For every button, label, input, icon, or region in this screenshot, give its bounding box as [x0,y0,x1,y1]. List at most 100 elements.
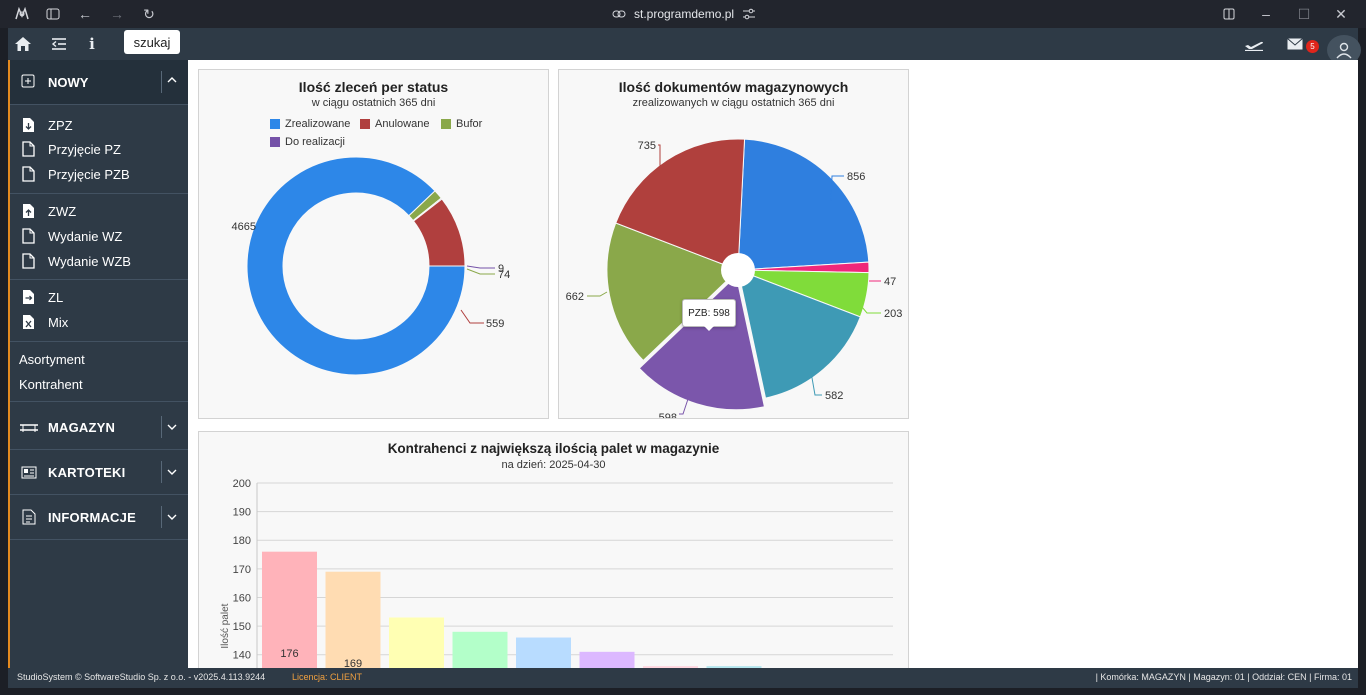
chart-subtitle: zrealizowanych w ciągu ostatnich 365 dni [632,97,835,109]
mail-icon[interactable] [1284,34,1306,54]
document-icon [20,166,36,182]
site-settings-icon[interactable] [742,8,756,20]
documents-pie-chart: 856 47 203 582 598 662 735 [566,138,902,418]
reload-icon[interactable]: ↻ [143,5,155,22]
divider [10,494,188,495]
chart-title: Kontrahenci z największą ilością palet w… [387,441,720,456]
doc-upload-icon [20,203,36,219]
info-icon[interactable]: i [89,35,95,53]
sidebar-item-wydanie-wz[interactable]: Wydanie WZ [20,225,122,247]
y-tick-label: 190 [233,507,251,519]
donut-slice-anulowane[interactable] [412,198,466,267]
sidebar-item-label: Wydanie WZ [48,228,123,244]
status-chart-card: Ilość zleceń per status w ciągu ostatnic… [198,69,549,419]
bar[interactable] [389,617,444,677]
divider [161,506,162,528]
slice-value-label: 74 [498,269,510,281]
donut-slice-zrealizowane[interactable] [246,156,466,376]
address-bar[interactable]: st.programdemo.pl [612,5,756,23]
slice-value-label: 559 [486,318,504,330]
y-axis-label: Ilość palet [220,603,231,648]
search-button[interactable]: szukaj [124,30,180,54]
divider [161,416,162,438]
status-bar: StudioSystem © SoftwareStudio Sp. z o.o.… [8,668,1358,688]
sidebar-section-kartoteki[interactable]: KARTOTEKI [10,450,188,494]
sidebar-item-zwz[interactable]: ZWZ [20,200,76,222]
chevron-down-icon[interactable] [164,464,180,480]
sidebar-toggle-icon[interactable] [43,4,63,24]
legend-item[interactable]: Zrealizowane [270,118,350,130]
collapse-menu-icon[interactable] [48,34,70,54]
sidebar-item-asortyment[interactable]: Asortyment [19,351,85,367]
slice-value-label: 582 [825,390,843,402]
close-icon[interactable]: ✕ [1335,5,1347,22]
app-header: i szukaj 5 [8,28,1361,65]
browser-logo-icon[interactable] [12,4,32,24]
bar[interactable] [325,571,381,677]
back-icon[interactable]: ← [78,6,92,22]
sidebar-item-przyjęcie-pzb[interactable]: Przyjęcie PZB [20,163,130,185]
divider [10,193,188,194]
legend-label: Do realizacji [285,136,345,148]
url-text: st.programdemo.pl [634,7,735,21]
legend-item[interactable]: Do realizacji [270,136,345,148]
sidebar-item-zl[interactable]: ZL [20,286,63,308]
sidebar-item-kontrahent[interactable]: Kontrahent [19,376,83,392]
context-info-text: | Komórka: MAGAZYN | Magazyn: 01 | Oddzi… [1095,672,1352,682]
label-connector [679,398,689,415]
chevron-up-icon[interactable] [164,72,180,88]
chart-tooltip: PZB: 598 [682,299,736,327]
chevron-down-icon[interactable] [164,419,180,435]
plane-icon[interactable] [1243,34,1265,54]
forward-icon[interactable]: → [110,6,124,22]
y-tick-label: 140 [233,650,251,662]
pallets-chart-card: Kontrahenci z największą ilością palet w… [198,431,909,677]
legend-swatch [270,137,280,147]
home-icon[interactable] [12,34,34,54]
label-connector [460,309,484,324]
pie-center-hole [721,253,755,287]
legend-label: Anulowane [375,118,430,130]
y-tick-label: 170 [233,564,251,576]
maximize-icon[interactable]: ☐ [1297,5,1311,22]
sidebar-item-przyjęcie-pz[interactable]: Przyjęcie PZ [20,138,121,160]
doc-excel-icon [20,314,36,330]
divider [10,341,188,342]
sidebar-section-label: INFORMACJE [48,509,136,525]
pie-slice[interactable] [737,269,861,399]
sidebar-item-zpz[interactable]: ZPZ [20,114,73,136]
slice-value-label: 598 [659,412,677,418]
copyright-text: StudioSystem © SoftwareStudio Sp. z o.o.… [17,672,266,682]
legend-label: Zrealizowane [285,118,351,130]
sidebar-section-label: KARTOTEKI [48,464,126,480]
tooltip-text: PZB: 598 [688,307,730,319]
sidebar-item-wydanie-wzb[interactable]: Wydanie WZB [20,250,131,272]
minimize-icon[interactable]: – [1262,6,1270,22]
divider [10,539,188,540]
chart-title: Ilość dokumentów magazynowych [618,79,849,95]
split-view-icon[interactable] [1219,4,1239,24]
bar[interactable] [262,551,317,677]
pie-slice[interactable] [606,222,739,362]
legend-item[interactable]: Anulowane [360,118,429,130]
slice-value-label: 9 [498,263,504,275]
divider [10,401,188,402]
pie-slice[interactable] [615,138,746,271]
label-connector [466,268,495,275]
pie-slice[interactable] [737,138,870,271]
sidebar-section-nowy[interactable]: NOWY [10,60,188,104]
sidebar-section-informacje[interactable]: INFORMACJE [10,495,188,539]
sidebar-item-label: Wydanie WZB [48,253,131,269]
bar-value-label: 176 [280,648,298,660]
documents-chart-card: Ilość dokumentów magazynowych zrealizowa… [558,69,909,419]
sidebar-item-mix[interactable]: Mix [20,311,68,333]
link-icon [612,10,626,18]
slice-value-label: 735 [638,140,656,152]
sidebar-section-magazyn[interactable]: MAGAZYN [10,405,188,449]
label-connector [466,265,495,269]
sidebar-item-label: Przyjęcie PZ [48,141,121,157]
slice-value-label: 662 [566,291,584,303]
chevron-down-icon[interactable] [164,509,180,525]
legend-item[interactable]: Bufor [441,118,482,130]
label-connector [258,225,266,234]
